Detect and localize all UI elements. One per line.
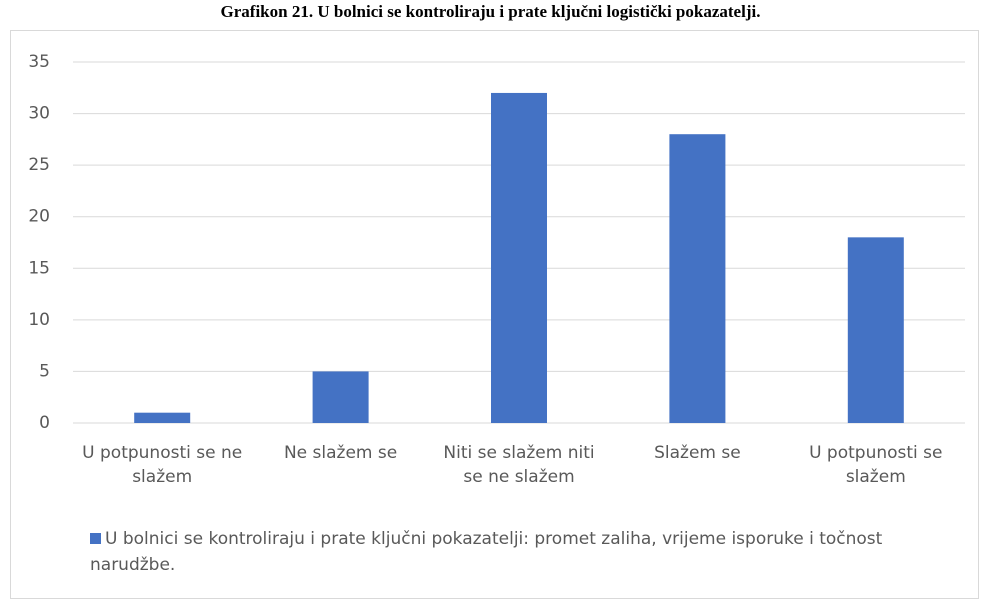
y-tick-label: 15	[28, 258, 50, 278]
y-tick-label: 5	[39, 361, 50, 381]
y-tick-label: 30	[28, 104, 50, 124]
legend-swatch	[90, 533, 101, 544]
bar	[669, 134, 726, 423]
y-tick-label: 0	[39, 413, 50, 433]
x-tick-label: Slažem se	[654, 443, 741, 463]
x-tick-label: Niti se slažem niti se ne slažem	[443, 443, 595, 487]
y-tick-label: 10	[28, 310, 50, 330]
chart-title: Grafikon 21. U bolnici se kontroliraju i…	[220, 2, 761, 21]
x-tick-label: U potpunosti se slažem	[809, 443, 943, 487]
legend-label: U bolnici se kontroliraju i prate ključn…	[90, 529, 883, 575]
legend: U bolnici se kontroliraju i prate ključn…	[90, 526, 950, 578]
y-tick-label: 20	[28, 207, 50, 227]
chart-frame	[10, 30, 979, 599]
bar	[847, 237, 904, 423]
x-tick-label: Ne slažem se	[283, 443, 398, 463]
bar	[491, 92, 547, 423]
y-tick-label: 35	[28, 52, 50, 72]
x-tick-label: U potpunosti se ne slažem	[82, 443, 243, 487]
bar	[134, 412, 191, 423]
y-tick-label: 25	[28, 155, 50, 175]
bar	[312, 371, 369, 423]
